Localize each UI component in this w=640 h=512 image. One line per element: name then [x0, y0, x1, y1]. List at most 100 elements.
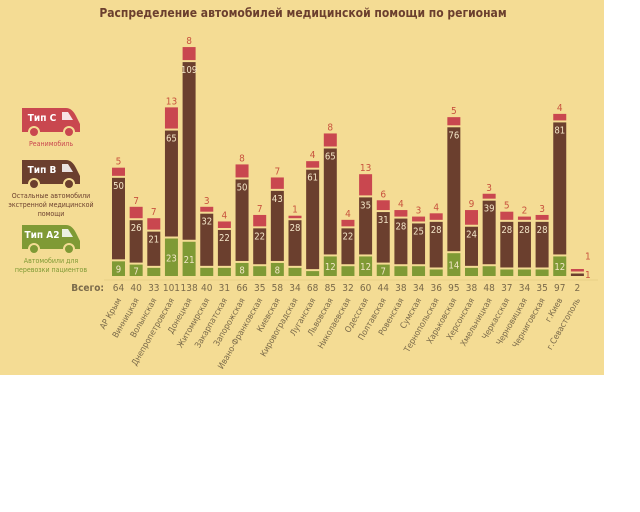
bar-segment-тип-b [217, 229, 231, 266]
data-label: 26 [131, 223, 142, 234]
bar-stack: 32 3 [200, 196, 214, 276]
bar-stack: 61 4 [306, 150, 320, 276]
bar-segment-тип-c [429, 213, 443, 220]
legend-label: Тип C [28, 113, 57, 124]
data-label: 22 [343, 231, 354, 242]
bar-segment-тип-a2 [112, 261, 125, 276]
total-label: 138 [181, 283, 198, 294]
bar-segment-тип-a2 [394, 266, 408, 276]
bar-segment-тип-a2 [482, 266, 496, 276]
bar-stack: 12 65 8 [323, 122, 337, 276]
bar-stack: 12 81 4 [553, 103, 567, 276]
bar-stack: 28 5 [500, 201, 514, 276]
bar-segment-тип-b [182, 62, 196, 240]
data-label: 8 [239, 265, 244, 276]
data-label: 28 [519, 225, 530, 236]
bar-stack: 11 [570, 252, 591, 281]
bar-segment-тип-c [535, 214, 549, 220]
bar-stack: 22 4 [217, 210, 231, 276]
total-label: 40 [130, 283, 142, 294]
bar-stack: 12 35 13 [359, 163, 373, 276]
total-label: 34 [413, 283, 425, 294]
bar-stack: 28 1 [288, 205, 302, 276]
bar-segment-тип-c [553, 113, 567, 121]
bar-stack: 22 7 [253, 204, 267, 276]
bar-segment-тип-b [376, 212, 390, 263]
bar-segment-тип-b [465, 226, 478, 266]
bar-segment-тип-b [200, 213, 214, 266]
data-label: 25 [413, 226, 424, 237]
legend-item: Тип C Реанимобиль [22, 108, 80, 148]
total-label: 60 [360, 283, 372, 294]
bar-segment-тип-a2 [217, 267, 231, 276]
bar-segment-тип-a2 [164, 238, 178, 276]
bar-segment-тип-a2 [235, 262, 249, 276]
bar-segment-тип-b [235, 179, 249, 261]
data-label: 22 [219, 233, 230, 244]
bar-segment-тип-a2 [465, 267, 478, 276]
bar-segment-тип-c [341, 219, 355, 227]
data-label: 28 [290, 223, 301, 234]
bar-segment-тип-a2 [517, 269, 531, 276]
data-label: 50 [113, 181, 124, 192]
data-label: 31 [378, 215, 389, 226]
data-label: 4 [557, 103, 563, 114]
total-label: 35 [536, 283, 547, 294]
data-label: 5 [451, 106, 457, 117]
total-label: 85 [325, 283, 336, 294]
data-label: 23 [166, 253, 177, 264]
data-label: 9 [469, 199, 475, 210]
bar-stack: 28 3 [535, 204, 549, 276]
van-window-icon [62, 164, 73, 172]
data-label: 24 [466, 230, 477, 241]
bar-stack: 14 76 5 [447, 106, 461, 276]
data-label: 9 [116, 265, 121, 276]
bar-stack: 28 2 [517, 206, 531, 276]
totals-label: Всего: [71, 283, 104, 294]
legend-description: Реанимобиль [29, 140, 73, 148]
bar-segment-тип-a2 [182, 241, 196, 276]
bar-segment-тип-c [482, 193, 496, 199]
bar-segment-тип-a2 [270, 262, 284, 276]
data-label: 12 [360, 262, 371, 273]
legend-description: Остальные автомобили [12, 192, 90, 200]
data-label: 3 [486, 183, 492, 194]
total-label: 31 [219, 283, 230, 294]
bar-segment-тип-c [288, 215, 302, 219]
wheel-icon [28, 126, 40, 138]
data-label: 4 [310, 150, 316, 161]
bar-segment-тип-b [306, 169, 320, 270]
bar-stack: 39 3 [482, 183, 496, 276]
bar-segment-тип-a2 [553, 256, 567, 276]
bar-segment-тип-b [500, 221, 514, 268]
data-label: 5 [116, 157, 122, 168]
bar-segment-тип-c [129, 206, 143, 219]
bar-segment-тип-a2 [341, 266, 355, 276]
bar-stack: 21 7 [147, 207, 161, 276]
total-label: 40 [201, 283, 213, 294]
legend-description: экстренной медицинской [8, 201, 93, 209]
data-label: 1 [585, 252, 591, 263]
bar-segment-тип-b [147, 231, 161, 266]
total-label: 32 [342, 283, 353, 294]
bar-segment-тип-c [112, 167, 125, 176]
bar-segment-тип-a2 [306, 271, 320, 276]
bars: 9505726721723651321109832322485082278437… [112, 36, 591, 281]
bar-segment-тип-b [323, 148, 337, 255]
data-label: 28 [395, 222, 406, 233]
bar-stack: 21 109 8 [181, 36, 197, 276]
total-label: 37 [501, 283, 512, 294]
bar-segment-тип-b [429, 221, 443, 268]
bar-stack: 7 26 7 [129, 196, 143, 277]
bar-segment-тип-a2 [129, 264, 143, 276]
total-label: 34 [289, 283, 301, 294]
bar-stack: 23 65 13 [164, 96, 178, 276]
bar-segment-тип-b [270, 190, 284, 261]
data-label: 21 [184, 255, 195, 266]
bar-segment-тип-a2 [359, 256, 373, 276]
data-label: 43 [272, 194, 283, 205]
total-label: 97 [554, 283, 565, 294]
